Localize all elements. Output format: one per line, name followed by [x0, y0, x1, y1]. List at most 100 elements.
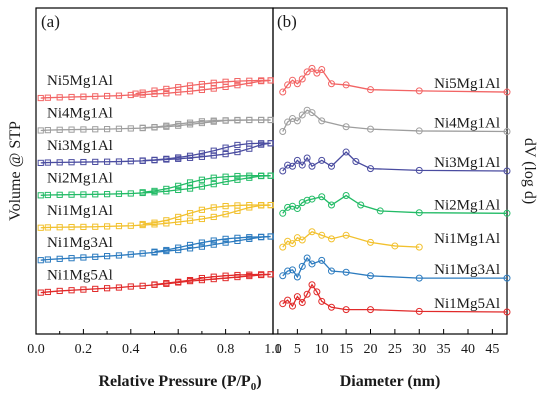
panel-b-y-axis-label: dV (log d)	[521, 138, 538, 204]
data-point	[246, 140, 253, 147]
data-point	[342, 306, 350, 314]
data-point	[222, 211, 229, 218]
data-point	[284, 203, 292, 211]
data-point	[284, 161, 292, 169]
data-point	[246, 172, 253, 179]
data-point	[342, 81, 350, 89]
data-point	[279, 300, 287, 308]
data-point	[37, 159, 44, 167]
data-point	[163, 185, 170, 193]
data-point	[293, 80, 301, 88]
data-point	[186, 88, 194, 95]
data-point	[246, 77, 253, 84]
data-point	[198, 239, 206, 246]
data-point	[328, 201, 335, 209]
data-point	[175, 244, 182, 251]
data-point	[267, 271, 274, 278]
data-point	[44, 191, 51, 199]
data-point	[258, 77, 265, 84]
data-point	[357, 201, 365, 209]
data-point	[92, 93, 99, 100]
data-point	[503, 274, 511, 282]
isotherm-series: Ni1Mg3Al	[37, 233, 274, 264]
panel-a-y-axis-label: Volume @ STP	[7, 121, 24, 221]
data-point	[175, 213, 182, 221]
data-point	[342, 192, 350, 200]
data-point	[415, 209, 423, 217]
data-point	[258, 271, 265, 278]
data-point	[267, 172, 274, 179]
data-point	[293, 205, 301, 213]
desorption-line	[142, 175, 271, 193]
data-point	[415, 127, 423, 135]
series-label: Ni2Mg1Al	[434, 197, 500, 213]
data-point	[234, 176, 241, 183]
data-point	[279, 209, 287, 217]
x-label-subscript: 0	[251, 381, 257, 393]
data-point	[186, 82, 194, 89]
data-point	[303, 290, 311, 298]
data-point	[342, 268, 350, 276]
data-point	[303, 196, 311, 204]
data-point	[92, 191, 99, 198]
data-point	[258, 140, 265, 147]
data-point	[127, 283, 134, 290]
psd-series: Ni3Mg1Al	[279, 148, 511, 175]
data-point	[56, 224, 63, 231]
data-point	[308, 281, 316, 289]
adsorption-line	[40, 235, 271, 261]
data-point	[415, 307, 423, 315]
data-point	[222, 272, 229, 279]
data-point	[284, 118, 292, 126]
data-point	[44, 288, 51, 296]
data-point	[37, 257, 44, 264]
data-point	[367, 306, 374, 314]
data-point	[56, 94, 63, 101]
data-point	[37, 192, 44, 199]
data-point	[318, 193, 326, 201]
data-point	[246, 201, 253, 209]
data-point	[115, 158, 123, 165]
data-point	[56, 191, 63, 198]
data-point	[298, 111, 306, 119]
data-point	[139, 189, 146, 196]
psd-series: Ni4Mg1Al	[279, 106, 511, 136]
data-point	[104, 191, 111, 198]
series-label: Ni4Mg1Al	[47, 105, 113, 121]
data-point	[222, 151, 229, 158]
data-point	[376, 207, 384, 215]
data-point	[308, 162, 316, 170]
isotherm-series: Ni4Mg1Al	[37, 105, 274, 134]
panel-b-label: (b)	[277, 12, 297, 31]
series-label: Ni1Mg5Al	[47, 268, 113, 284]
x-tick-label: 5	[294, 342, 301, 357]
data-point	[198, 183, 206, 190]
data-point	[308, 109, 316, 117]
series-label: Ni3Mg1Al	[47, 138, 113, 154]
data-point	[151, 123, 158, 131]
data-point	[68, 159, 75, 166]
data-point	[92, 126, 99, 133]
data-point	[222, 235, 229, 242]
x-tick-label: 0.6	[169, 342, 187, 357]
data-point	[44, 94, 51, 101]
data-point	[115, 252, 123, 259]
data-point	[163, 217, 170, 224]
data-point	[151, 156, 158, 163]
panel-a-x-axis-label: Relative Pressure (P/P0)	[98, 373, 261, 393]
data-point	[210, 181, 217, 188]
data-point	[80, 286, 87, 293]
data-point	[367, 125, 374, 133]
desorption-line	[142, 119, 271, 129]
data-point	[175, 120, 182, 128]
x-tick-label: 35	[437, 342, 451, 357]
data-point	[198, 118, 206, 125]
data-point	[210, 213, 217, 221]
data-point	[313, 288, 321, 296]
data-point	[318, 297, 326, 305]
data-point	[175, 186, 182, 194]
series-label: Ni1Mg5Al	[434, 296, 500, 312]
data-point	[115, 125, 123, 132]
data-point	[258, 116, 265, 124]
x-tick-label: 1.0	[264, 342, 282, 357]
